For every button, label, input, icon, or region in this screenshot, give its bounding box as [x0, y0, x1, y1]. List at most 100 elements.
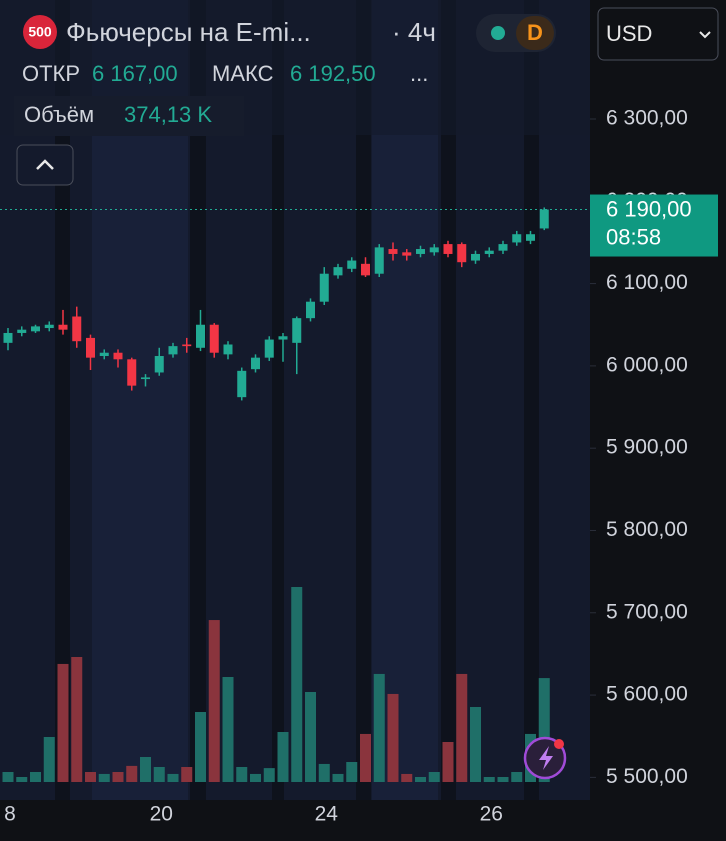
collapse-button[interactable]	[16, 144, 74, 186]
candle-body	[154, 356, 164, 373]
volume-bar	[456, 673, 468, 782]
notification-dot	[554, 739, 564, 749]
volume-bar	[332, 773, 344, 782]
volume-bar	[305, 692, 316, 782]
volume-bar	[2, 772, 14, 782]
badge-text: 500	[28, 24, 52, 40]
candle-body	[484, 250, 494, 254]
candle-body	[237, 370, 247, 398]
volume-bar	[208, 620, 220, 782]
session-band	[55, 0, 70, 800]
volume-bar	[85, 772, 96, 782]
mode: D	[527, 20, 543, 45]
volume-bar	[250, 773, 261, 782]
market-status	[491, 26, 505, 40]
y-tick-label: 5 900,00	[606, 436, 688, 459]
currency-select[interactable]	[597, 7, 719, 61]
candle-body	[347, 260, 357, 269]
candle-body	[223, 344, 233, 355]
volume-bar	[153, 767, 165, 782]
candle-body	[278, 336, 288, 340]
volume-label: Объём	[24, 102, 94, 127]
volume-bar	[291, 587, 303, 782]
y-tick-label: 5 500,00	[606, 765, 688, 788]
y-tick-label: 5 800,00	[606, 518, 688, 541]
candle-body	[526, 234, 535, 241]
candle-body	[416, 249, 425, 254]
x-tick-label: 8	[4, 803, 16, 826]
volume-bar	[346, 762, 358, 782]
candle-body	[72, 316, 82, 342]
y-tick-label: 5 700,00	[606, 600, 688, 623]
y-tick-label: 6 300,00	[606, 107, 688, 130]
candle-body	[457, 244, 467, 263]
candle-body	[168, 346, 178, 355]
collapse-icon	[36, 159, 54, 170]
candle-body	[264, 339, 274, 358]
price-tag-value: 6 190,00	[606, 196, 692, 221]
volume-bar	[263, 768, 275, 782]
candle-body	[196, 324, 205, 348]
candle-body	[292, 318, 302, 343]
candle-body	[443, 244, 453, 254]
volume-bar	[511, 772, 523, 782]
price-tag	[590, 194, 718, 257]
symbol-title[interactable]: Фьючерсы на E-mi...	[66, 17, 311, 47]
volume-bar	[538, 678, 550, 782]
volume-bar	[181, 767, 193, 782]
volume-bar	[140, 757, 151, 782]
y-tick-label: 5 600,00	[606, 683, 688, 706]
chevron	[699, 31, 711, 39]
session-band	[190, 0, 206, 800]
candle-body	[141, 377, 150, 380]
candle-body	[512, 234, 522, 243]
candle-body	[429, 247, 439, 253]
candle-body	[58, 324, 68, 330]
candle-body	[498, 244, 508, 251]
more[interactable]: ...	[410, 61, 428, 86]
candle-body	[182, 344, 192, 347]
volume-bar	[428, 772, 440, 782]
volume-bar	[71, 657, 83, 782]
volume-bar	[167, 773, 179, 782]
candle-body	[113, 352, 123, 360]
volume-bar	[497, 777, 509, 782]
candle-body	[333, 267, 343, 276]
session-band	[524, 0, 539, 800]
candle-body	[402, 252, 412, 256]
candle-body	[251, 357, 260, 370]
volume-bar	[442, 742, 454, 782]
volume-bar	[318, 763, 330, 782]
volume-bar	[112, 772, 124, 782]
volume-bar	[43, 737, 55, 782]
candle-body	[306, 301, 315, 319]
price-tag-countdown: 08:58	[606, 224, 661, 249]
session-band	[272, 0, 284, 800]
open-label: ОТКР	[22, 61, 80, 86]
currency: USD	[606, 21, 652, 46]
volume-bar	[222, 677, 234, 782]
session-band	[356, 0, 371, 800]
volume-bar	[195, 712, 206, 782]
candle-body	[374, 247, 384, 274]
volume-bar	[30, 772, 41, 782]
candle-body	[31, 326, 40, 332]
candle-body	[319, 273, 329, 302]
badge	[23, 15, 57, 49]
lightning-icon	[539, 746, 553, 770]
candle-body	[44, 324, 54, 329]
candle-body	[361, 263, 370, 276]
volume-bar	[277, 732, 289, 782]
open-value: 6 167,00	[92, 61, 178, 86]
candle-body	[471, 253, 480, 261]
interval[interactable]: · 4ч	[392, 17, 436, 47]
candle-body	[539, 209, 549, 229]
candle-body	[127, 359, 137, 386]
volume-bar	[16, 777, 28, 782]
candle-body	[3, 332, 13, 343]
volume-legend-bg	[14, 96, 244, 136]
volume-bar	[387, 693, 399, 782]
volume-bar	[415, 777, 426, 782]
